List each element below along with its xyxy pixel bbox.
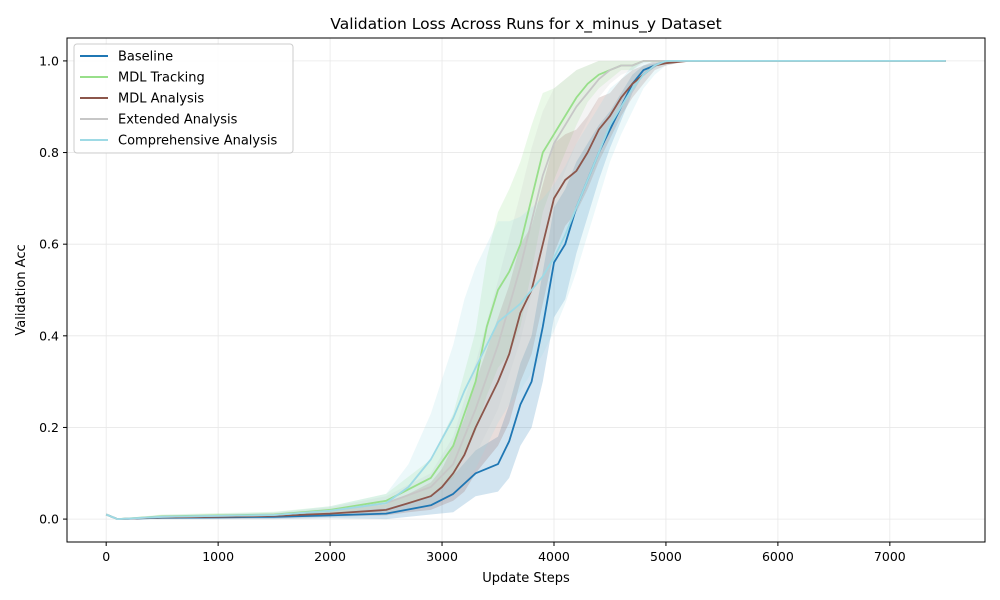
x-axis-label: Update Steps bbox=[482, 571, 570, 586]
y-tick-label: 0.8 bbox=[39, 145, 59, 160]
grid bbox=[67, 38, 985, 542]
x-tick-label: 6000 bbox=[762, 549, 794, 564]
band-comprehensive-analysis bbox=[106, 60, 946, 520]
legend-label: Comprehensive Analysis bbox=[118, 134, 277, 149]
y-axis-ticks: 0.0 0.2 0.4 0.6 0.8 1.0 bbox=[39, 53, 67, 527]
series-lines bbox=[105, 60, 946, 520]
legend-label: MDL Analysis bbox=[118, 92, 204, 107]
x-tick-label: 1000 bbox=[202, 549, 234, 564]
x-axis-ticks: 0 1000 2000 3000 4000 5000 6000 7000 bbox=[102, 542, 906, 564]
confidence-bands bbox=[106, 60, 946, 520]
legend-label: Baseline bbox=[118, 50, 173, 65]
band-extended-analysis bbox=[106, 60, 946, 520]
y-tick-label: 0.2 bbox=[39, 420, 59, 435]
x-tick-label: 7000 bbox=[874, 549, 906, 564]
x-tick-label: 3000 bbox=[426, 549, 458, 564]
x-tick-label: 4000 bbox=[538, 549, 570, 564]
y-axis-label: Validation Acc bbox=[14, 244, 29, 335]
band-mdl-analysis bbox=[106, 60, 946, 520]
legend-label: Extended Analysis bbox=[118, 113, 238, 128]
x-tick-label: 0 bbox=[102, 549, 110, 564]
chart-title: Validation Loss Across Runs for x_minus_… bbox=[330, 15, 721, 34]
y-tick-label: 0.4 bbox=[39, 328, 59, 343]
legend: Baseline MDL Tracking MDL Analysis Extended… bbox=[73, 43, 294, 154]
y-tick-label: 0.0 bbox=[39, 512, 59, 527]
plot-frame bbox=[66, 37, 986, 543]
legend-label: MDL Tracking bbox=[118, 71, 205, 86]
legend-box bbox=[73, 43, 294, 154]
line-comprehensive-analysis bbox=[105, 60, 946, 520]
y-tick-label: 0.6 bbox=[39, 237, 59, 252]
y-tick-label: 1.0 bbox=[39, 53, 59, 68]
band-mdl-tracking bbox=[106, 60, 946, 520]
x-tick-label: 5000 bbox=[650, 549, 682, 564]
x-tick-label: 2000 bbox=[314, 549, 346, 564]
line-mdl-analysis bbox=[105, 60, 946, 520]
band-baseline bbox=[106, 60, 946, 520]
